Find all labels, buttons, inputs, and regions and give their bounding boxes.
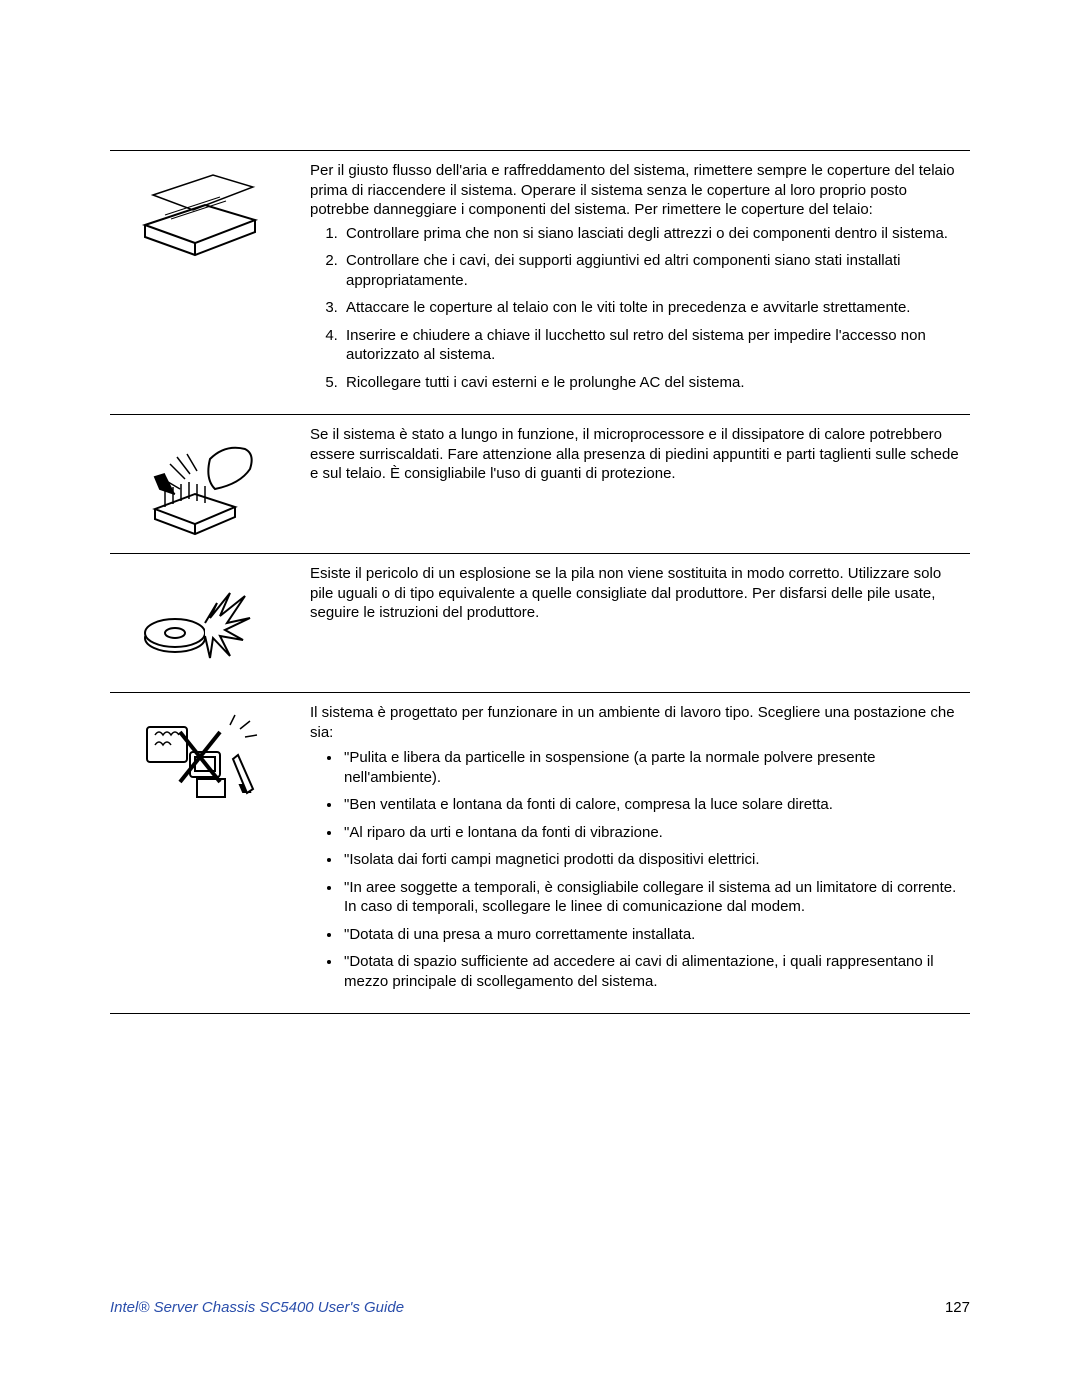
table-row: Esiste il pericolo di un esplosione se l… <box>110 553 970 692</box>
hot-surface-icon <box>135 429 265 539</box>
row-intro: Per il giusto flusso dell'aria e raffred… <box>310 161 966 220</box>
list-item: "Dotata di spazio sufficiente ad acceder… <box>342 952 966 991</box>
table-row: Se il sistema è stato a lungo in funzion… <box>110 414 970 553</box>
environment-icon <box>135 707 265 807</box>
table-row: Il sistema è progettato per funzionare i… <box>110 692 970 1014</box>
list-item: Controllare che i cavi, dei supporti agg… <box>342 251 966 290</box>
text-cell: Il sistema è progettato per funzionare i… <box>300 693 970 1013</box>
footer-title: Intel® Server Chassis SC5400 User's Guid… <box>110 1298 404 1318</box>
list-item: "Dotata di una presa a muro correttament… <box>342 925 966 945</box>
page-footer: Intel® Server Chassis SC5400 User's Guid… <box>110 1298 970 1318</box>
list-item: Attaccare le coperture al telaio con le … <box>342 298 966 318</box>
icon-cell <box>110 554 300 692</box>
row-intro: Se il sistema è stato a lungo in funzion… <box>310 425 966 484</box>
text-cell: Se il sistema è stato a lungo in funzion… <box>300 415 970 553</box>
list-item: "In aree soggette a temporali, è consigl… <box>342 878 966 917</box>
list-item: "Al riparo da urti e lontana da fonti di… <box>342 823 966 843</box>
safety-table: Per il giusto flusso dell'aria e raffred… <box>110 150 970 1014</box>
page-number: 127 <box>945 1298 970 1318</box>
icon-cell <box>110 693 300 1013</box>
icon-cell <box>110 415 300 553</box>
list-item: Controllare prima che non si siano lasci… <box>342 224 966 244</box>
row-intro: Esiste il pericolo di un esplosione se l… <box>310 564 966 623</box>
battery-explosion-icon <box>135 568 265 678</box>
icon-cell <box>110 151 300 414</box>
list-item: Ricollegare tutti i cavi esterni e le pr… <box>342 373 966 393</box>
ordered-list: Controllare prima che non si siano lasci… <box>310 224 966 393</box>
list-item: "Isolata dai forti campi magnetici prodo… <box>342 850 966 870</box>
text-cell: Esiste il pericolo di un esplosione se l… <box>300 554 970 692</box>
table-row: Per il giusto flusso dell'aria e raffred… <box>110 150 970 414</box>
row-intro: Il sistema è progettato per funzionare i… <box>310 703 966 742</box>
chassis-cover-icon <box>135 165 265 265</box>
list-item: "Pulita e libera da particelle in sospen… <box>342 748 966 787</box>
unordered-list: "Pulita e libera da particelle in sospen… <box>310 748 966 991</box>
list-item: "Ben ventilata e lontana da fonti di cal… <box>342 795 966 815</box>
text-cell: Per il giusto flusso dell'aria e raffred… <box>300 151 970 414</box>
list-item: Inserire e chiudere a chiave il lucchett… <box>342 326 966 365</box>
